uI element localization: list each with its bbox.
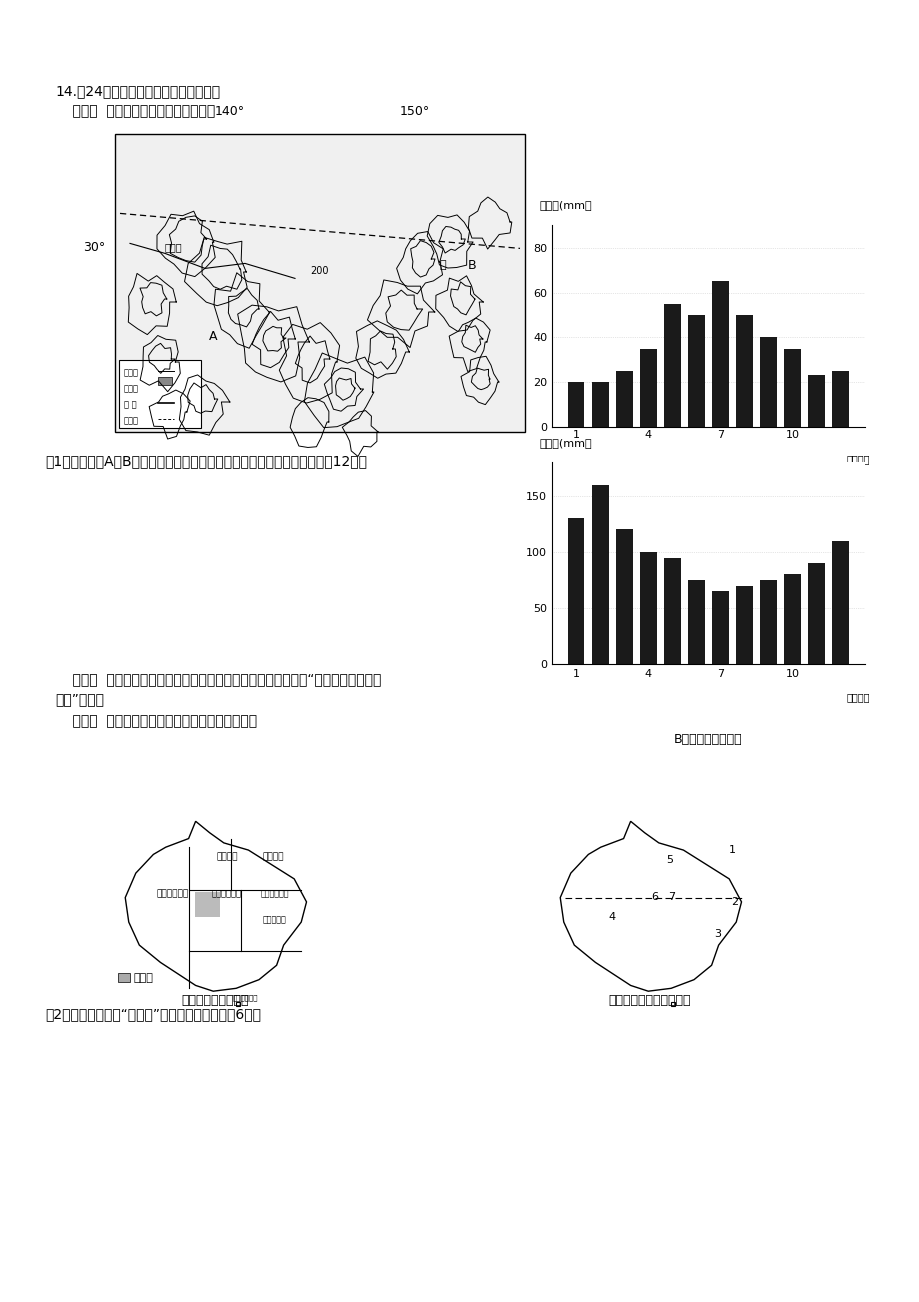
Bar xyxy=(711,281,728,427)
Polygon shape xyxy=(236,1003,240,1006)
Text: 等高线: 等高线 xyxy=(124,368,139,378)
Text: 材料二  澳大利亚西澳大利亚州和南澳大利亚州分布有世界著名“沙尘窩（沙尘暴频: 材料二 澳大利亚西澳大利亚州和南澳大利亚州分布有世界著名“沙尘窩（沙尘暴频 xyxy=(55,672,381,686)
Text: 6: 6 xyxy=(651,892,658,902)
Text: 南澳大利亚州: 南澳大利亚州 xyxy=(211,889,242,898)
Bar xyxy=(158,378,172,385)
Text: 维多利亚州: 维多利亚州 xyxy=(263,915,287,924)
Bar xyxy=(119,359,200,428)
Text: 昆士兰州: 昆士兰州 xyxy=(262,853,283,862)
Text: 7: 7 xyxy=(668,892,675,902)
Bar xyxy=(118,973,130,982)
Polygon shape xyxy=(195,892,220,917)
Bar xyxy=(664,557,680,664)
Text: 澳大利亚气候类型分布图: 澳大利亚气候类型分布图 xyxy=(608,993,690,1006)
Text: B地降水量月份分配: B地降水量月份分配 xyxy=(674,733,742,746)
Text: 岭: 岭 xyxy=(439,260,446,270)
Bar xyxy=(711,591,728,664)
Bar xyxy=(664,303,680,427)
Text: （月份）: （月份） xyxy=(845,454,868,464)
Text: A: A xyxy=(209,331,218,344)
Bar xyxy=(687,315,704,427)
Text: 30°: 30° xyxy=(83,241,105,254)
Bar xyxy=(567,518,584,664)
Text: 材料一  澳大利亚部分区域等高线图。: 材料一 澳大利亚部分区域等高线图。 xyxy=(55,104,215,118)
Text: 降水量(mm）: 降水量(mm） xyxy=(539,199,592,210)
Bar xyxy=(808,375,824,427)
Text: 时令河: 时令河 xyxy=(124,417,139,424)
Bar xyxy=(591,383,607,427)
Text: 2: 2 xyxy=(731,897,738,907)
Text: 140°: 140° xyxy=(214,105,244,118)
Text: 咏水湖: 咏水湖 xyxy=(124,384,139,393)
Text: 4: 4 xyxy=(607,911,615,922)
Text: 14.（24分）根据以下资料，回答问题。: 14.（24分）根据以下资料，回答问题。 xyxy=(55,85,220,98)
Text: 沙尘窩: 沙尘窩 xyxy=(134,973,153,983)
Bar xyxy=(759,337,777,427)
Bar xyxy=(832,371,848,427)
Bar xyxy=(639,349,656,427)
Text: 3: 3 xyxy=(714,930,720,939)
Text: 降水量(mm）: 降水量(mm） xyxy=(539,437,592,448)
Text: 发）”之一。: 发）”之一。 xyxy=(55,691,104,706)
Bar xyxy=(735,315,752,427)
Polygon shape xyxy=(670,1003,675,1006)
Text: （1）判断图中A、B两地降水最多的季节，并分析该季节降水多的原因。（12分）: （1）判断图中A、B两地降水最多的季节，并分析该季节降水多的原因。（12分） xyxy=(45,454,367,467)
Text: 艾尔湖: 艾尔湖 xyxy=(164,242,182,253)
Bar xyxy=(783,574,800,664)
Text: 西澳大利亚州: 西澳大利亚州 xyxy=(157,889,189,898)
Text: 材料三  澳大利亚行政区划图和气候类型分布图。: 材料三 澳大利亚行政区划图和气候类型分布图。 xyxy=(55,713,256,728)
Text: （月份）: （月份） xyxy=(845,693,868,702)
Bar xyxy=(735,586,752,664)
Text: B: B xyxy=(467,259,475,272)
Text: 澳大利亚行政区划图: 澳大利亚行政区划图 xyxy=(181,993,248,1006)
Bar xyxy=(615,371,632,427)
Bar xyxy=(115,134,525,432)
Text: 新南威尔士州: 新南威尔士州 xyxy=(260,889,289,898)
Text: A地降水量月份分配: A地降水量月份分配 xyxy=(674,487,742,500)
Text: 1: 1 xyxy=(728,845,734,855)
Text: 5: 5 xyxy=(665,855,673,865)
Bar xyxy=(759,579,777,664)
Polygon shape xyxy=(125,822,306,991)
Polygon shape xyxy=(560,822,741,991)
Text: （2）分析澳大利亚“沙尘窩”出现的主要原因。（6分）: （2）分析澳大利亚“沙尘窩”出现的主要原因。（6分） xyxy=(45,1006,261,1021)
Text: 150°: 150° xyxy=(399,105,429,118)
Text: 河 流: 河 流 xyxy=(124,400,137,409)
Bar xyxy=(615,530,632,664)
Text: 塔斯马尼亚州: 塔斯马尼亚州 xyxy=(233,993,257,1000)
Bar xyxy=(567,383,584,427)
Bar xyxy=(639,552,656,664)
Bar xyxy=(783,349,800,427)
Bar xyxy=(687,579,704,664)
Bar xyxy=(591,484,607,664)
Bar xyxy=(808,562,824,664)
Text: 北部地方: 北部地方 xyxy=(216,853,237,862)
Bar xyxy=(832,540,848,664)
Text: 200: 200 xyxy=(311,266,329,276)
